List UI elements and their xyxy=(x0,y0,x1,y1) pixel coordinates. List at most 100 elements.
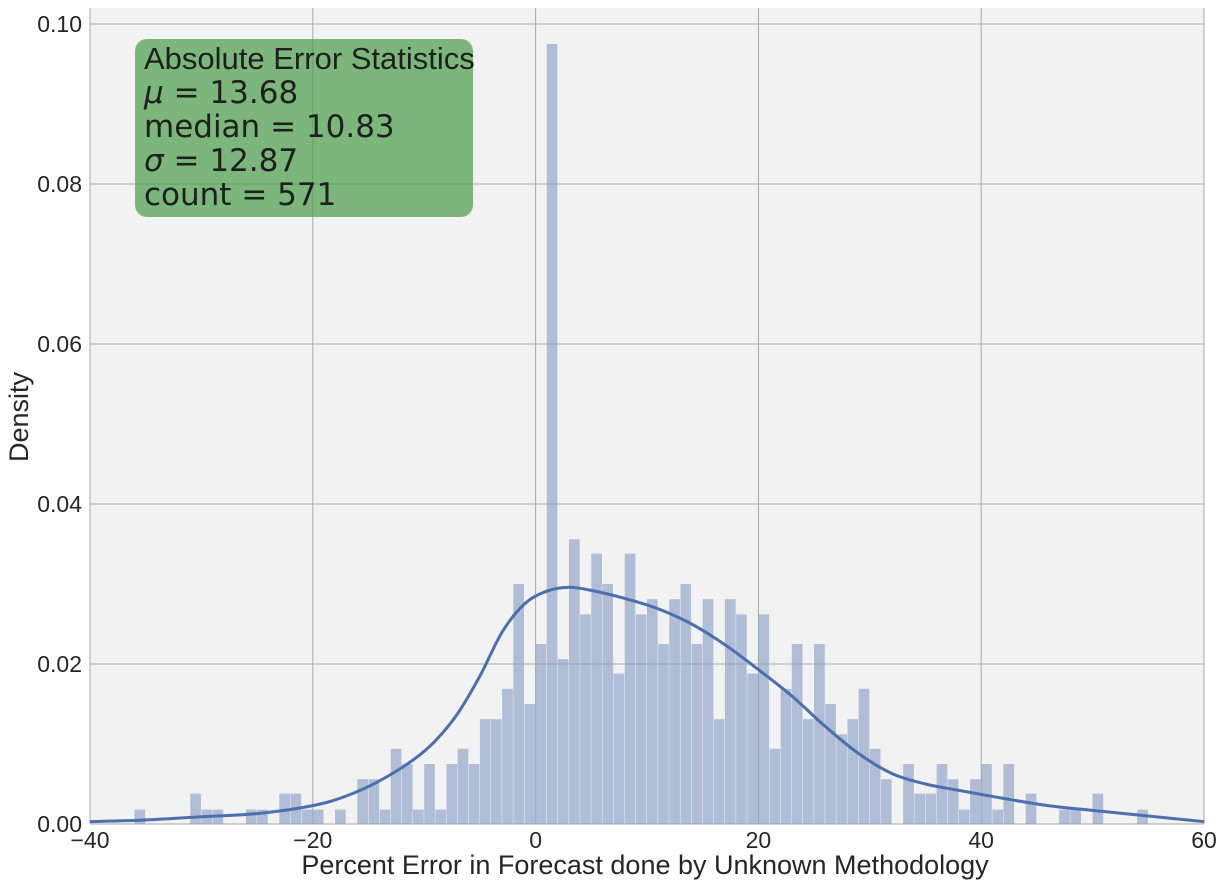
histogram-bar xyxy=(413,809,424,824)
histogram-bar xyxy=(1003,764,1015,824)
histogram-bar xyxy=(814,644,825,824)
histogram-bar xyxy=(702,599,714,824)
stats-annotation-box: Absolute Error Statistics μ = 13.68 medi… xyxy=(135,39,475,217)
histogram-bar xyxy=(713,719,725,824)
histogram-bar xyxy=(524,704,536,824)
x-tick-label: −20 xyxy=(293,827,332,853)
histogram-bars xyxy=(134,44,1148,824)
stats-mean: μ = 13.68 xyxy=(144,75,299,111)
histogram-bar xyxy=(970,779,981,824)
y-tick-label: 0.10 xyxy=(37,11,82,37)
stats-count: count = 571 xyxy=(144,177,337,213)
median-value: 10.83 xyxy=(305,109,395,145)
x-tick-label: 40 xyxy=(968,827,994,853)
kde-curve xyxy=(89,585,1205,824)
histogram-bar xyxy=(847,719,859,824)
histogram-bar xyxy=(390,748,402,824)
histogram-bar xyxy=(925,793,937,824)
histogram-bar xyxy=(635,614,647,824)
stats-stddev: σ = 12.87 xyxy=(144,143,299,179)
histogram-bar xyxy=(680,584,692,824)
histogram-bar xyxy=(1092,793,1104,824)
histogram-bar xyxy=(257,809,268,824)
histogram-bar xyxy=(747,673,758,824)
x-tick-label: −40 xyxy=(70,827,109,853)
histogram-bar xyxy=(836,734,848,824)
y-tick-label: 0.00 xyxy=(37,811,82,837)
histogram-bar xyxy=(591,553,602,824)
histogram-bar xyxy=(624,553,636,824)
histogram-bar xyxy=(602,584,614,824)
median-label: median xyxy=(144,109,261,145)
x-tick-labels: −40 −20 0 20 40 60 xyxy=(70,827,1216,853)
y-tick-label: 0.04 xyxy=(37,491,82,517)
histogram-bar xyxy=(245,809,257,824)
sigma-value: 12.87 xyxy=(209,143,299,179)
histogram-bar xyxy=(468,764,480,824)
histogram-bar xyxy=(557,659,569,824)
x-tick-label: 60 xyxy=(1191,827,1217,853)
histogram-bar xyxy=(613,673,625,824)
x-axis-label: Percent Error in Forecast done by Unknow… xyxy=(301,850,989,880)
histogram-bar xyxy=(401,764,413,824)
histogram-bar xyxy=(301,809,313,824)
histogram-bar xyxy=(569,539,580,824)
histogram-bar xyxy=(134,809,146,824)
histogram-bar xyxy=(190,793,201,824)
histogram-bar xyxy=(491,719,502,824)
histogram-bar xyxy=(446,764,458,824)
histogram-bar xyxy=(513,584,524,824)
count-value: 571 xyxy=(277,177,337,213)
histogram-bar xyxy=(658,644,669,824)
count-label: count xyxy=(144,177,232,213)
histogram-bar xyxy=(780,688,792,824)
histogram-bar xyxy=(958,809,970,824)
histogram-bar xyxy=(947,779,959,824)
histogram-bar xyxy=(992,809,1003,824)
histogram-bar xyxy=(769,748,781,824)
histogram-bar xyxy=(479,719,491,824)
histogram-bar xyxy=(368,779,380,824)
histogram-bar xyxy=(457,748,469,824)
histogram-bar xyxy=(903,764,914,824)
histogram-bar xyxy=(880,779,892,824)
histogram-bar xyxy=(802,719,814,824)
x-tick-label: 20 xyxy=(746,827,772,853)
y-axis-label: Density xyxy=(4,371,34,462)
histogram-bar xyxy=(424,764,435,824)
histogram-bar xyxy=(869,748,881,824)
y-tick-label: 0.08 xyxy=(37,171,82,197)
stats-title: Absolute Error Statistics xyxy=(144,41,475,76)
histogram-bar xyxy=(736,614,747,824)
histogram-bar xyxy=(647,599,658,824)
histogram-bar xyxy=(936,764,948,824)
y-tick-label: 0.06 xyxy=(37,331,82,357)
histogram-bar xyxy=(1070,809,1081,824)
histogram-bar xyxy=(435,809,446,824)
stats-median: median = 10.83 xyxy=(144,109,395,145)
grid-lines xyxy=(89,8,1205,825)
histogram-bar xyxy=(502,688,513,824)
histogram-bar xyxy=(825,704,836,824)
histogram-bar xyxy=(535,644,547,824)
histogram-bar xyxy=(724,599,736,824)
histogram-bar xyxy=(1025,793,1037,824)
mean-symbol: μ xyxy=(144,75,164,111)
histogram-bar xyxy=(1059,809,1070,824)
histogram-bar xyxy=(357,779,368,824)
x-tick-label: 0 xyxy=(529,827,542,853)
histogram-bar xyxy=(691,644,703,824)
histogram-bar xyxy=(335,809,346,824)
histogram-bar xyxy=(379,809,391,824)
histogram-bar xyxy=(580,614,591,824)
histogram-bar xyxy=(312,809,324,824)
histogram-bar xyxy=(669,599,680,824)
histogram-bar xyxy=(914,793,925,824)
histogram-bar xyxy=(758,614,770,824)
y-tick-label: 0.02 xyxy=(37,651,82,677)
histogram-bar xyxy=(791,644,803,824)
y-tick-labels: 0.00 0.02 0.04 0.06 0.08 0.10 xyxy=(37,11,82,837)
sigma-symbol: σ xyxy=(144,143,164,179)
histogram-bar xyxy=(546,44,558,824)
mean-value: 13.68 xyxy=(209,75,299,111)
